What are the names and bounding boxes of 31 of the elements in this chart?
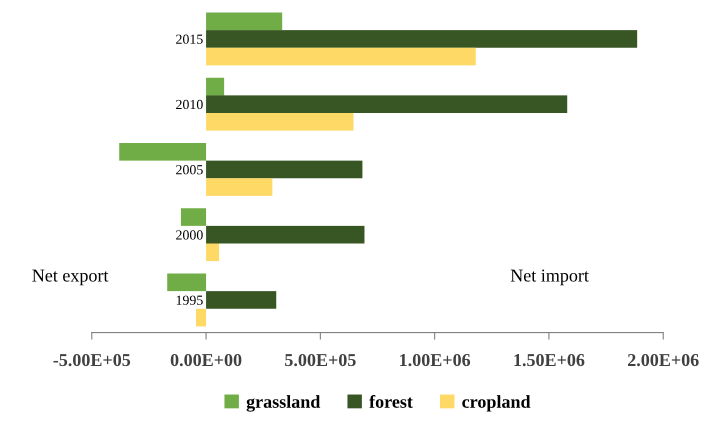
bar xyxy=(196,308,206,326)
y-tick-label: 2005 xyxy=(176,165,203,174)
x-tick-label: 1.00E+06 xyxy=(400,354,470,366)
legend-label: forest xyxy=(369,394,413,408)
x-tick-label: 2.00E+06 xyxy=(628,354,699,366)
y-tick-label: 2010 xyxy=(176,100,203,110)
x-tick-label: 1.50E+06 xyxy=(514,354,584,366)
bar xyxy=(206,12,282,30)
legend-label: grassland xyxy=(246,395,320,412)
x-tick-label: 5.00E+05 xyxy=(285,354,356,366)
bar xyxy=(206,226,364,244)
bar xyxy=(206,244,220,262)
bar xyxy=(206,30,638,48)
x-tick-label: -5.00E+05 xyxy=(53,354,130,366)
bar xyxy=(206,113,354,131)
legend-label: cropland xyxy=(462,395,530,412)
bar xyxy=(206,95,568,114)
bar xyxy=(206,48,476,66)
annotation: Net export xyxy=(32,270,108,286)
bar xyxy=(167,274,206,292)
bar xyxy=(206,291,276,309)
x-tick-label: 0.00E+00 xyxy=(170,354,242,366)
annotation: Net import xyxy=(510,270,589,286)
y-tick-label: 1995 xyxy=(176,296,203,305)
bar xyxy=(206,178,272,196)
bar xyxy=(119,143,206,161)
bar xyxy=(180,208,206,226)
bar xyxy=(206,160,362,178)
y-tick-label: 2000 xyxy=(176,230,203,240)
bar xyxy=(206,78,224,96)
y-tick-label: 2015 xyxy=(176,34,203,44)
